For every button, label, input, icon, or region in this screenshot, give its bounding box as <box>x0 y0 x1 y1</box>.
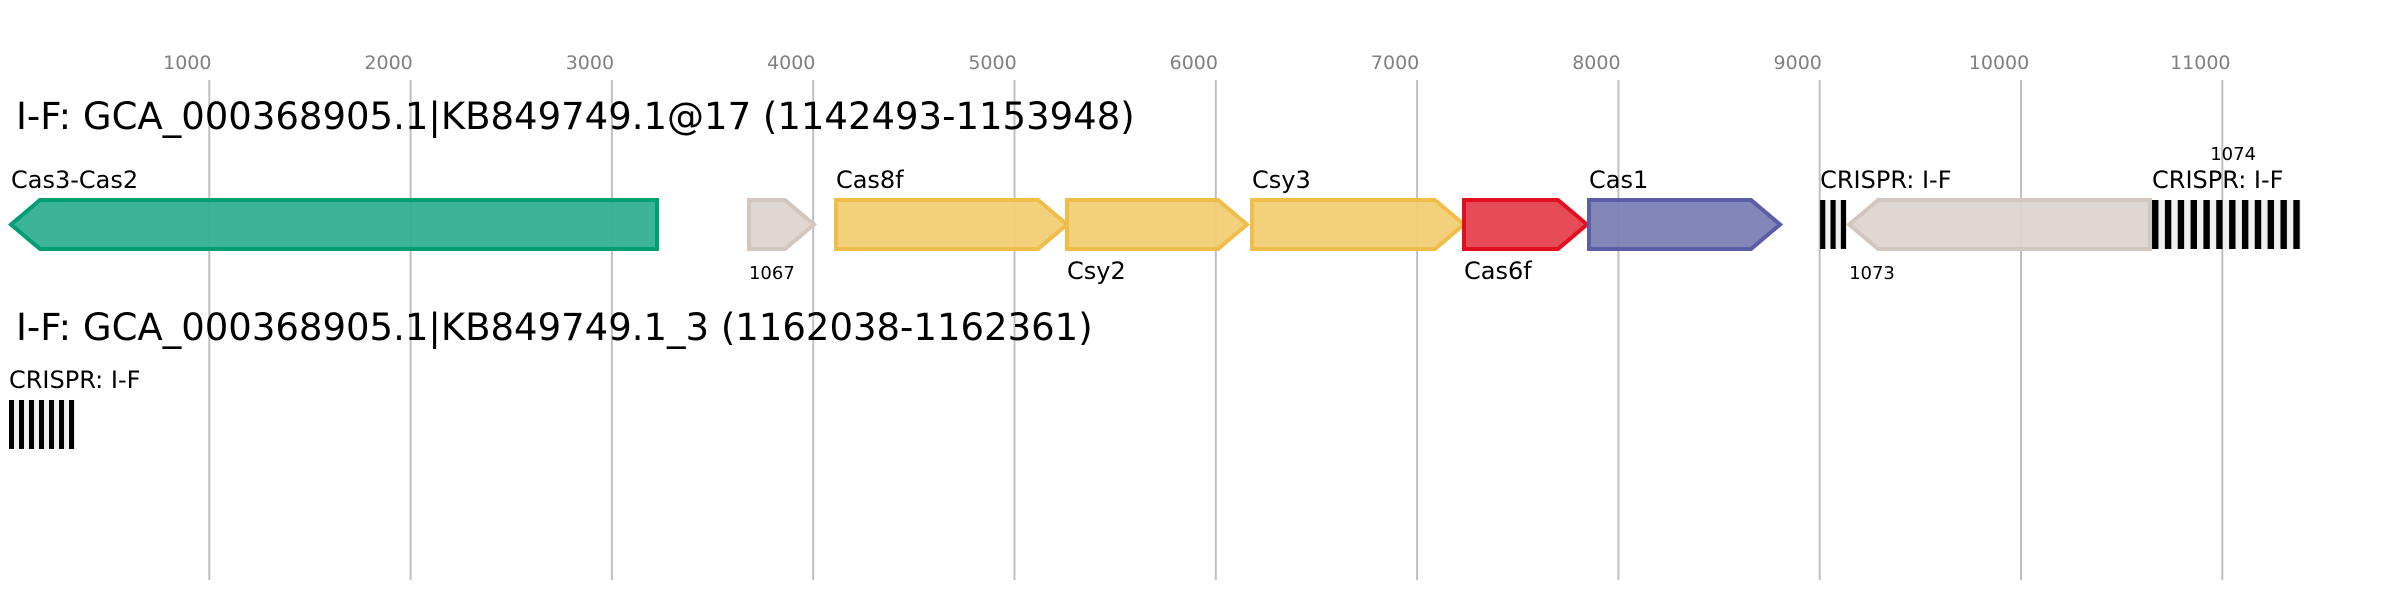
gene-label: Csy2 <box>1067 257 1126 285</box>
crispr-repeat <box>39 400 45 449</box>
crispr-repeat <box>2152 200 2159 249</box>
tick-label: 7000 <box>1371 52 1419 74</box>
crispr-label: CRISPR: I-F <box>1820 166 1951 194</box>
track: I-F: GCA_000368905.1|KB849749.1_3 (11620… <box>9 306 1093 449</box>
gene-arrow-cas3-cas2 <box>7 198 659 251</box>
tick-label: 2000 <box>364 52 412 74</box>
gene-arrow-csy2 <box>1065 198 1251 251</box>
tick-label: 3000 <box>566 52 614 74</box>
tracks: I-F: GCA_000368905.1|KB849749.1@17 (1142… <box>7 95 2302 449</box>
gene-id-label: 1073 <box>1849 263 1895 284</box>
gene-arrow-cas1 <box>1587 198 1784 251</box>
crispr-repeat <box>69 400 75 449</box>
crispr-repeat <box>2241 200 2249 249</box>
crispr-repeat <box>1830 200 1836 249</box>
crispr-repeat <box>2216 200 2223 249</box>
grid: 1000 2000 3000 4000 5000 6000 7000 8000 9000 1000… <box>163 52 2231 580</box>
gene-arrow-1067 <box>746 198 818 251</box>
gene-label: Cas8f <box>836 166 904 194</box>
tick-label: 1000 <box>163 52 211 74</box>
gene-id-label: 1074 <box>2210 144 2256 165</box>
tick-label: 4000 <box>767 52 815 74</box>
crispr-repeat <box>1840 200 1847 249</box>
track-title: I-F: GCA_000368905.1|KB849749.1_3 (11620… <box>16 306 1093 349</box>
crispr-repeat <box>29 400 35 449</box>
tick-label: 11000 <box>2170 52 2230 74</box>
tick-label: 6000 <box>1170 52 1218 74</box>
crispr-background <box>2152 200 2302 249</box>
tick-label: 9000 <box>1774 52 1822 74</box>
crispr-repeat <box>2254 200 2262 249</box>
gene-arrow-cas8f <box>833 198 1071 251</box>
crispr-repeat <box>2267 200 2275 249</box>
crispr-repeat <box>19 400 25 449</box>
gene-label: Cas6f <box>1464 257 1532 285</box>
track-title: I-F: GCA_000368905.1|KB849749.1@17 (1142… <box>16 95 1135 138</box>
gene-label: Csy3 <box>1252 166 1311 194</box>
crispr-repeat <box>2190 200 2197 249</box>
crispr-array: CRISPR: I-F <box>2152 166 2302 249</box>
crispr-repeat <box>9 400 15 449</box>
crispr-repeat <box>59 400 65 449</box>
crispr-repeat <box>2203 200 2210 249</box>
crispr-label: CRISPR: I-F <box>2152 166 2283 194</box>
gene-label: Cas3-Cas2 <box>11 166 138 194</box>
gene-arrow-1073 <box>1845 198 2153 251</box>
crispr-repeat <box>2280 200 2287 249</box>
track: I-F: GCA_000368905.1|KB849749.1@17 (1142… <box>7 95 2302 285</box>
crispr-repeat <box>2229 200 2236 249</box>
crispr-repeat <box>2177 200 2185 249</box>
crispr-label: CRISPR: I-F <box>9 366 140 394</box>
gene-arrow-csy3 <box>1250 198 1468 251</box>
crispr-array: CRISPR: I-F <box>9 366 140 449</box>
crispr-repeat <box>2293 200 2300 249</box>
tick-label: 10000 <box>1969 52 2029 74</box>
gene-label: Cas1 <box>1589 166 1648 194</box>
crispr-repeat <box>2164 200 2172 249</box>
gene-arrow-cas6f <box>1462 198 1591 251</box>
crispr-repeat <box>1820 200 1826 249</box>
tick-label: 5000 <box>968 52 1016 74</box>
gene-id-label: 1067 <box>749 263 795 284</box>
crispr-repeat <box>49 400 55 449</box>
tick-label: 8000 <box>1572 52 1620 74</box>
crispr-array: CRISPR: I-F <box>1820 166 1952 249</box>
